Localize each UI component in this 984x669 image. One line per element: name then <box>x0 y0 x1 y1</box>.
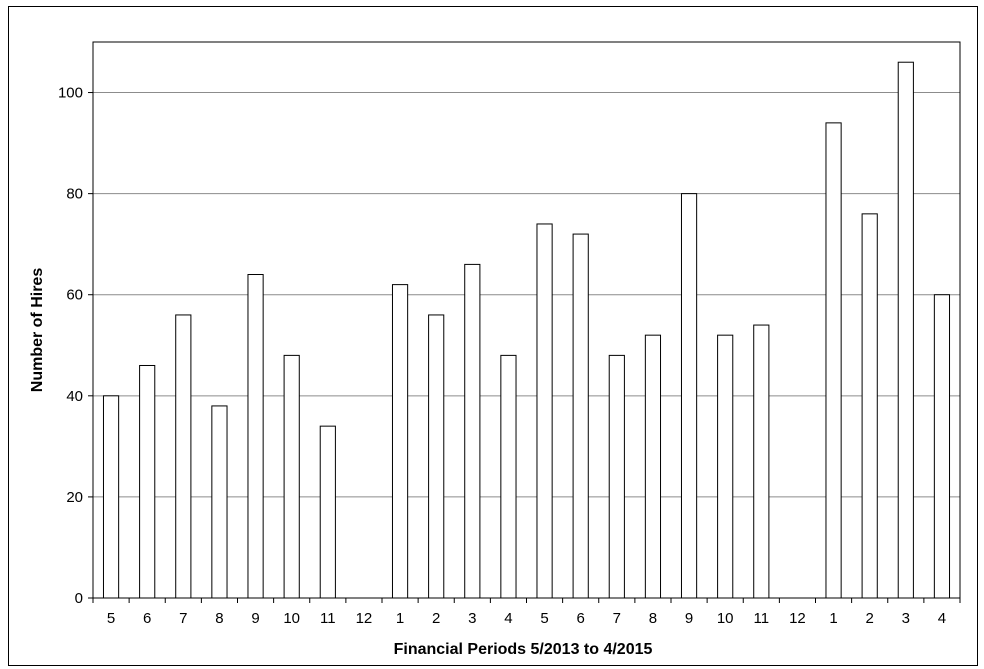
x-tick-label: 6 <box>143 610 151 627</box>
x-tick-label: 5 <box>107 610 115 627</box>
x-tick-label: 11 <box>320 610 336 627</box>
x-axis: 5 6 7 8 9 10 11 12 1 2 3 4 5 6 7 8 9 10 11 12 1 2 3 4 <box>92 598 961 627</box>
bar <box>247 274 264 599</box>
bar <box>428 314 445 599</box>
x-tick-label: 4 <box>504 610 512 627</box>
x-tick-label: 2 <box>866 610 874 627</box>
bar <box>753 324 770 599</box>
bar <box>861 213 878 599</box>
y-axis: 0 20 40 60 80 100 <box>58 85 93 607</box>
x-tick-label: 3 <box>468 610 476 627</box>
bar <box>500 354 517 599</box>
bars <box>102 61 951 599</box>
bar <box>536 223 553 599</box>
bar <box>175 314 192 599</box>
bar <box>572 233 589 599</box>
bar <box>644 334 662 599</box>
grid-lines <box>93 92 960 498</box>
chart-area <box>8 6 978 666</box>
bar <box>464 263 481 599</box>
x-tick-label: 12 <box>789 610 806 627</box>
y-tick-label: 40 <box>66 388 83 405</box>
x-tick-label: 7 <box>613 610 621 627</box>
x-tick-label: 5 <box>540 610 548 627</box>
bar <box>283 354 300 599</box>
x-tick-label: 3 <box>902 610 910 627</box>
x-tick-label: 6 <box>577 610 585 627</box>
bar <box>211 405 228 599</box>
y-tick-label: 80 <box>66 186 83 203</box>
x-tick-label: 10 <box>283 610 300 627</box>
x-tick-label: 9 <box>251 610 259 627</box>
x-tick-label: 9 <box>685 610 693 627</box>
x-tick-label: 10 <box>717 610 734 627</box>
bar <box>680 193 698 599</box>
y-tick-label: 60 <box>66 287 83 304</box>
x-tick-label: 1 <box>829 610 837 627</box>
x-tick-label: 2 <box>432 610 440 627</box>
x-tick-label: 8 <box>649 610 657 627</box>
x-tick-label: 7 <box>179 610 187 627</box>
bar <box>139 364 156 599</box>
bar <box>608 354 625 599</box>
x-tick-label: 12 <box>356 610 373 627</box>
x-tick-label: 8 <box>215 610 223 627</box>
y-tick-label: 20 <box>66 489 83 506</box>
bar <box>319 425 336 599</box>
bar <box>102 395 120 599</box>
bar <box>717 334 734 599</box>
x-tick-label: 11 <box>754 610 770 627</box>
x-tick-label: 1 <box>396 610 404 627</box>
y-tick-label: 0 <box>75 590 83 607</box>
y-tick-label: 100 <box>58 85 83 102</box>
bar <box>897 61 914 599</box>
x-axis-title: Financial Periods 5/2013 to 4/2015 <box>394 641 653 658</box>
bar <box>391 284 409 599</box>
y-axis-title: Number of Hires <box>29 268 46 393</box>
bar <box>933 294 951 599</box>
x-tick-label: 4 <box>938 610 946 627</box>
bar <box>825 122 842 599</box>
